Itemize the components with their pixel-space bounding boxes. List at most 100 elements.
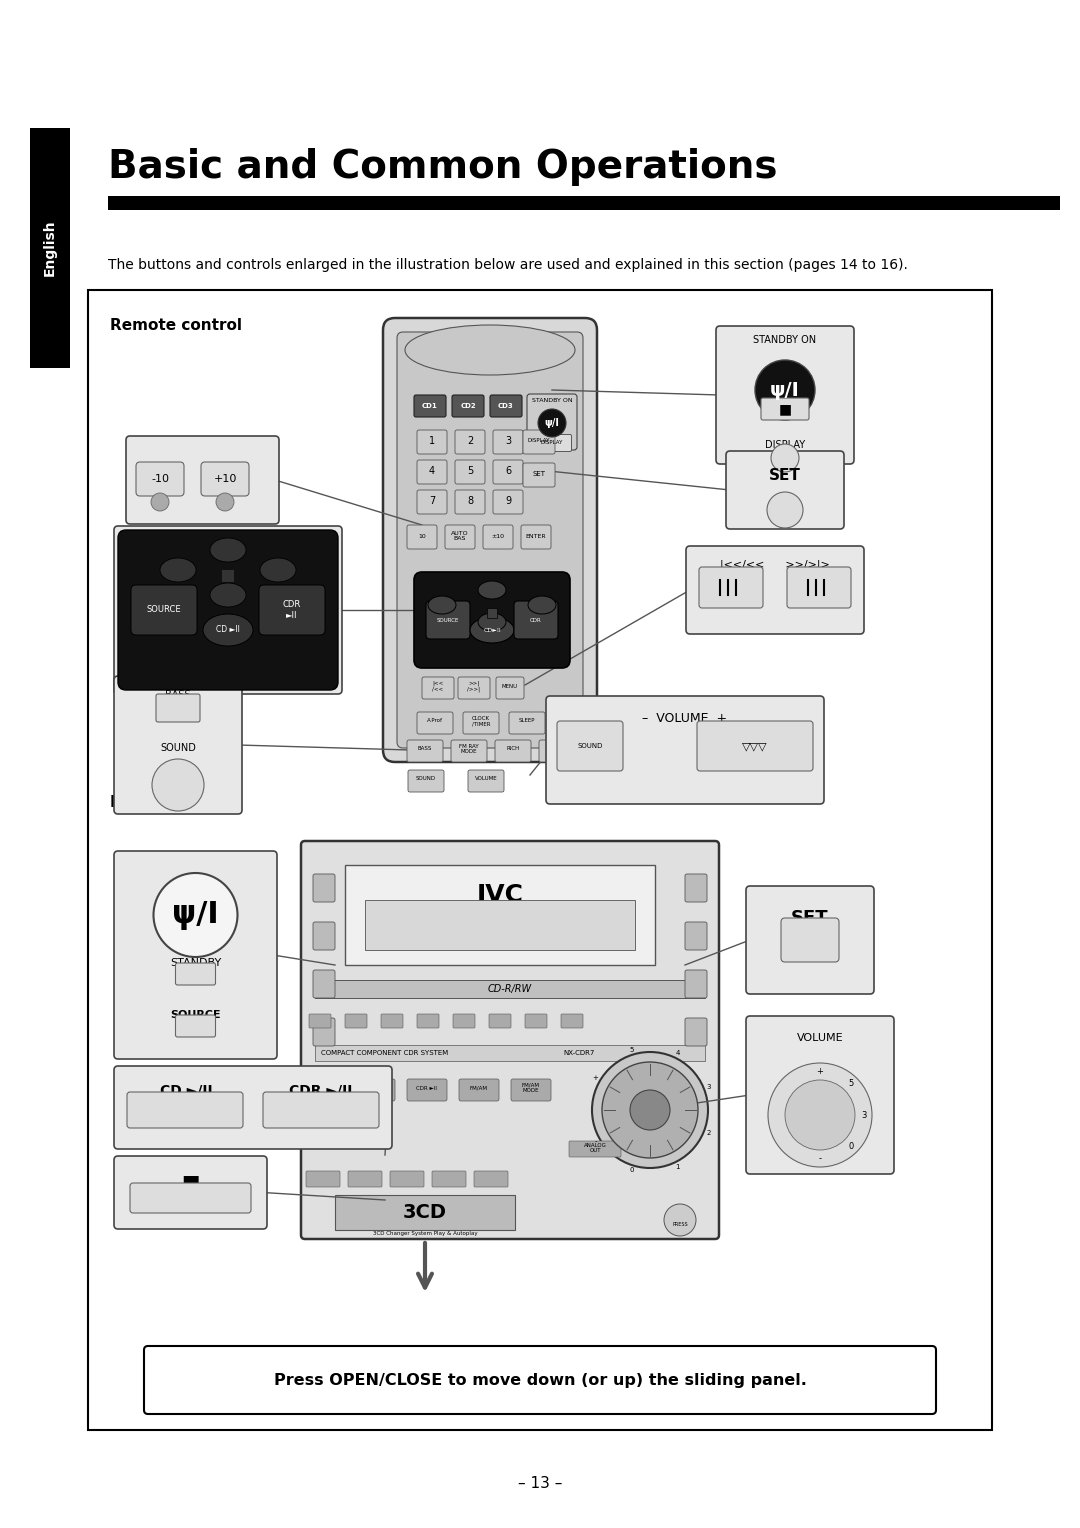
FancyBboxPatch shape (345, 1015, 367, 1028)
Text: FM RAY
MODE: FM RAY MODE (459, 744, 478, 755)
Circle shape (767, 492, 804, 529)
Text: DISPLAY: DISPLAY (541, 440, 563, 446)
Circle shape (630, 1089, 670, 1131)
FancyBboxPatch shape (383, 318, 597, 762)
Text: 5: 5 (467, 466, 473, 477)
Text: ψ/I: ψ/I (172, 900, 219, 929)
Text: CD►II: CD►II (483, 628, 501, 633)
Text: VOLUME: VOLUME (475, 776, 497, 781)
FancyBboxPatch shape (561, 1015, 583, 1028)
Text: Press OPEN/CLOSE to move down (or up) the sliding panel.: Press OPEN/CLOSE to move down (or up) th… (273, 1372, 807, 1387)
Text: CD3: CD3 (498, 403, 514, 410)
FancyBboxPatch shape (313, 1018, 335, 1047)
Text: SOURCE: SOURCE (171, 1010, 220, 1021)
Text: 9: 9 (505, 497, 511, 506)
Text: CDR: CDR (530, 617, 542, 622)
Text: FM/AM: FM/AM (470, 1085, 488, 1091)
Ellipse shape (428, 596, 456, 614)
FancyBboxPatch shape (136, 461, 184, 497)
FancyBboxPatch shape (685, 874, 707, 902)
FancyBboxPatch shape (746, 886, 874, 995)
Text: Remote control: Remote control (110, 318, 242, 333)
Text: 10: 10 (418, 533, 426, 538)
FancyBboxPatch shape (426, 601, 470, 639)
Circle shape (785, 1080, 855, 1151)
FancyBboxPatch shape (781, 918, 839, 963)
FancyBboxPatch shape (422, 677, 454, 698)
Circle shape (153, 872, 238, 957)
FancyBboxPatch shape (489, 1015, 511, 1028)
Text: ±10: ±10 (491, 533, 504, 538)
FancyBboxPatch shape (417, 460, 447, 484)
FancyBboxPatch shape (453, 396, 484, 417)
FancyBboxPatch shape (685, 1018, 707, 1047)
FancyBboxPatch shape (417, 490, 447, 513)
Text: RICH: RICH (507, 747, 519, 752)
Text: 2: 2 (467, 435, 473, 446)
FancyBboxPatch shape (458, 677, 490, 698)
Bar (30, 128, 70, 368)
FancyBboxPatch shape (201, 461, 249, 497)
FancyBboxPatch shape (417, 429, 447, 454)
Text: CDR ►/II: CDR ►/II (289, 1083, 353, 1097)
Circle shape (592, 1051, 708, 1167)
FancyBboxPatch shape (131, 585, 197, 636)
FancyBboxPatch shape (483, 526, 513, 549)
Text: Basic and Common Operations: Basic and Common Operations (108, 148, 778, 186)
FancyBboxPatch shape (348, 1170, 382, 1187)
FancyBboxPatch shape (408, 770, 444, 792)
Text: ■: ■ (181, 1172, 200, 1192)
FancyBboxPatch shape (521, 526, 551, 549)
Ellipse shape (478, 581, 507, 599)
FancyBboxPatch shape (414, 571, 570, 668)
FancyBboxPatch shape (532, 434, 571, 451)
Ellipse shape (210, 584, 246, 607)
FancyBboxPatch shape (496, 677, 524, 698)
FancyBboxPatch shape (432, 1170, 465, 1187)
FancyBboxPatch shape (716, 325, 854, 465)
FancyBboxPatch shape (114, 675, 242, 814)
Circle shape (216, 494, 234, 510)
Text: +10: +10 (214, 474, 237, 484)
FancyBboxPatch shape (761, 397, 809, 420)
FancyBboxPatch shape (451, 740, 487, 762)
Text: CD1: CD1 (422, 403, 437, 410)
FancyBboxPatch shape (414, 396, 446, 417)
Circle shape (152, 759, 204, 811)
FancyBboxPatch shape (490, 396, 522, 417)
Ellipse shape (470, 617, 514, 643)
Text: ψ/I: ψ/I (770, 380, 800, 399)
Text: CD ►/II: CD ►/II (160, 1083, 213, 1097)
FancyBboxPatch shape (569, 1141, 621, 1157)
FancyBboxPatch shape (390, 1170, 424, 1187)
Text: SET: SET (792, 909, 828, 927)
Text: CLOCK
/TIMER: CLOCK /TIMER (472, 715, 490, 726)
Ellipse shape (478, 613, 507, 631)
FancyBboxPatch shape (114, 851, 276, 1059)
Text: CDR
►II: CDR ►II (283, 601, 301, 620)
Bar (365, 900, 635, 950)
Ellipse shape (405, 325, 575, 374)
Text: SLEEP: SLEEP (518, 718, 536, 723)
Circle shape (771, 445, 799, 472)
FancyBboxPatch shape (417, 712, 453, 733)
FancyBboxPatch shape (787, 567, 851, 608)
Text: REPEAT: REPEAT (546, 747, 567, 752)
Text: |<</<<      >>/>|>: |<</<< >>/>|> (720, 559, 829, 570)
Text: PRESS: PRESS (672, 1222, 688, 1227)
Text: SOUND: SOUND (578, 743, 603, 749)
Text: BASS: BASS (418, 747, 432, 752)
Text: >>|
/>>|: >>| />>| (468, 680, 481, 692)
FancyBboxPatch shape (309, 1015, 330, 1028)
Text: 4: 4 (429, 466, 435, 477)
FancyBboxPatch shape (495, 740, 531, 762)
Text: 7: 7 (429, 497, 435, 506)
Text: 0: 0 (630, 1167, 634, 1174)
FancyBboxPatch shape (355, 1079, 395, 1102)
Ellipse shape (210, 538, 246, 562)
FancyBboxPatch shape (557, 721, 623, 772)
FancyBboxPatch shape (474, 1170, 508, 1187)
Text: 3: 3 (706, 1085, 711, 1089)
Ellipse shape (260, 558, 296, 582)
Text: COMPACT COMPONENT CDR SYSTEM: COMPACT COMPONENT CDR SYSTEM (322, 1050, 448, 1056)
